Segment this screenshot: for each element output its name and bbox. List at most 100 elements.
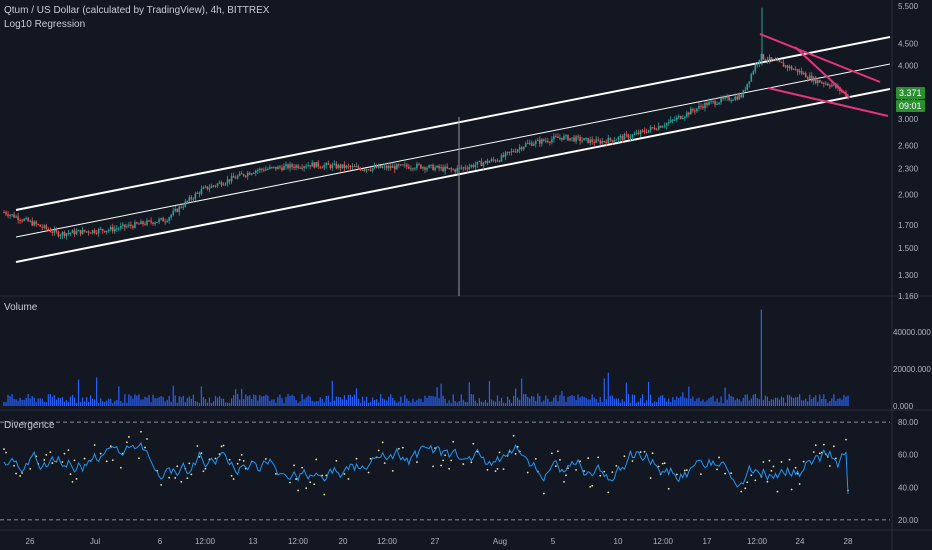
candle-body (297, 165, 299, 168)
candle-body (438, 165, 440, 169)
volume-bar (355, 388, 358, 406)
volume-bar (293, 396, 295, 406)
volume-bar (430, 395, 432, 406)
candle-body (180, 206, 183, 208)
candle-body (103, 230, 106, 233)
volume-bar (440, 383, 442, 406)
volume-bar (172, 385, 174, 406)
volume-pane[interactable] (3, 309, 849, 406)
time-tick-label: Aug (493, 537, 507, 546)
volume-bar (45, 402, 47, 406)
volume-bar (714, 401, 716, 406)
candle-body (833, 84, 835, 86)
divergence-dot (176, 465, 179, 468)
candle-body (536, 139, 539, 141)
divergence-dot (63, 452, 66, 455)
price-pane[interactable] (3, 7, 891, 296)
volume-bar (523, 393, 525, 406)
volume-bar (351, 396, 354, 406)
divergence-dot (657, 465, 660, 468)
volume-bar (617, 398, 619, 406)
candle-body (363, 169, 366, 171)
volume-bar (323, 402, 325, 406)
volume-bar (476, 403, 478, 406)
volume-bar (674, 400, 676, 406)
candle-body (51, 232, 54, 234)
volume-bar (150, 402, 152, 406)
volume-bar (160, 396, 162, 406)
volume-bar (821, 398, 823, 406)
volume-bar (595, 399, 597, 406)
candle-body (647, 129, 650, 133)
volume-bar (839, 398, 841, 406)
volume-bar (541, 402, 543, 406)
volume-bar (609, 395, 611, 406)
divergence-dot (69, 473, 72, 476)
candle-body (712, 100, 714, 102)
candle-body (140, 221, 142, 225)
volume-bar (762, 399, 764, 406)
candle-body (510, 150, 513, 153)
candle-body (486, 160, 489, 163)
volume-bar (567, 396, 569, 406)
candle-body (430, 164, 432, 166)
candle-body (750, 74, 753, 82)
candle-body (174, 208, 177, 211)
volume-bar (359, 403, 362, 406)
volume-bar (410, 402, 412, 406)
volume-bar (780, 396, 783, 406)
candle-body (673, 119, 676, 121)
volume-bar (502, 402, 505, 406)
candle-body (208, 187, 211, 190)
divergence-dot (557, 450, 559, 453)
candle-body (808, 75, 811, 80)
candle-body (478, 161, 481, 163)
volume-bar (126, 402, 128, 406)
divergence-dot (724, 472, 727, 475)
volume-bar (102, 401, 104, 406)
volume-bar (490, 399, 493, 406)
candle-body (688, 112, 690, 115)
candle-body (214, 185, 217, 187)
candle-body (406, 164, 408, 167)
candle-body (101, 228, 104, 231)
candle-body (500, 154, 503, 162)
candle-body (607, 137, 610, 144)
candle-body (351, 166, 354, 168)
candle-body (825, 83, 827, 85)
volume-bar (406, 398, 408, 406)
divergence-dot (29, 467, 32, 470)
candle-body (216, 183, 219, 186)
candle-body (545, 140, 547, 142)
volume-bar (641, 394, 644, 406)
candle-body (569, 138, 571, 141)
volume-bar (229, 402, 231, 406)
volume-bar (285, 397, 287, 406)
candle-body (818, 80, 821, 83)
divergence-dot (19, 475, 22, 477)
candle-body (677, 116, 680, 118)
divergence-pane[interactable] (0, 421, 890, 521)
divergence-dot (186, 477, 189, 480)
volume-bar (666, 401, 668, 406)
volume-bar (164, 401, 166, 406)
candle-body (559, 137, 561, 139)
volume-bar (404, 394, 406, 406)
volume-bar (53, 395, 55, 406)
volume-bar (116, 400, 118, 406)
candle-body (730, 100, 732, 102)
candle-body (823, 82, 825, 84)
candle-body (541, 139, 543, 144)
divergence-dot (794, 466, 797, 469)
candle-body (690, 109, 692, 115)
volume-bar (120, 400, 122, 406)
divergence-dot (583, 470, 586, 472)
volume-bar (462, 399, 464, 406)
candle-body (43, 225, 46, 228)
volume-bar (388, 396, 390, 406)
candle-body (746, 83, 749, 90)
candle-body (667, 122, 670, 124)
divergence-dot (321, 474, 324, 477)
candle-body (504, 152, 507, 157)
volume-bar (212, 401, 215, 406)
